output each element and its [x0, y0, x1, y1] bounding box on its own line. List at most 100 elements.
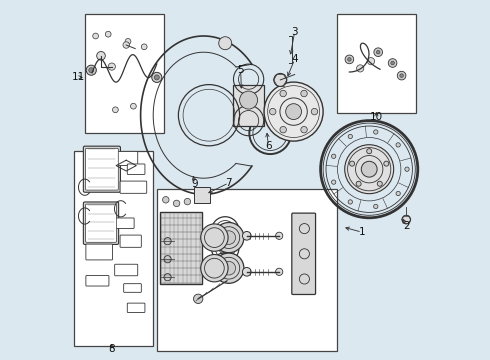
Circle shape: [332, 180, 336, 184]
FancyBboxPatch shape: [120, 181, 147, 193]
Circle shape: [163, 197, 169, 203]
FancyBboxPatch shape: [83, 146, 121, 192]
Circle shape: [405, 167, 409, 171]
Circle shape: [219, 260, 231, 273]
FancyBboxPatch shape: [127, 164, 145, 174]
Text: 7: 7: [225, 178, 232, 188]
Circle shape: [184, 198, 191, 205]
Circle shape: [396, 191, 400, 195]
Circle shape: [374, 48, 383, 57]
Circle shape: [301, 126, 307, 133]
Bar: [194, 187, 210, 203]
FancyBboxPatch shape: [86, 244, 113, 260]
Circle shape: [105, 31, 111, 37]
Circle shape: [286, 104, 301, 120]
Text: 1: 1: [359, 227, 366, 237]
Bar: [157, 189, 337, 351]
FancyBboxPatch shape: [83, 202, 119, 244]
Circle shape: [214, 222, 244, 253]
Circle shape: [311, 108, 318, 115]
Circle shape: [194, 294, 203, 303]
Circle shape: [164, 274, 171, 281]
Circle shape: [201, 255, 228, 282]
Circle shape: [243, 267, 251, 276]
Circle shape: [349, 161, 355, 166]
Bar: [160, 212, 202, 284]
Circle shape: [274, 73, 287, 86]
Circle shape: [396, 143, 400, 147]
Text: 2: 2: [403, 221, 410, 231]
Circle shape: [356, 181, 361, 186]
Circle shape: [141, 44, 147, 50]
Circle shape: [97, 51, 105, 60]
FancyBboxPatch shape: [115, 264, 138, 276]
Circle shape: [397, 71, 406, 80]
Text: 11: 11: [72, 72, 85, 82]
FancyBboxPatch shape: [127, 303, 145, 312]
FancyBboxPatch shape: [292, 213, 316, 294]
Circle shape: [391, 61, 394, 65]
Circle shape: [361, 161, 377, 177]
Circle shape: [123, 42, 129, 48]
Circle shape: [173, 200, 180, 207]
Text: 4: 4: [292, 54, 298, 64]
FancyBboxPatch shape: [120, 235, 141, 247]
Text: 10: 10: [370, 112, 383, 122]
Bar: [74, 151, 153, 346]
Circle shape: [368, 58, 374, 65]
Circle shape: [384, 161, 389, 166]
Circle shape: [367, 149, 372, 154]
Circle shape: [201, 224, 228, 251]
Circle shape: [275, 268, 283, 275]
FancyBboxPatch shape: [86, 148, 118, 190]
Circle shape: [93, 33, 98, 39]
Circle shape: [243, 231, 251, 240]
Circle shape: [348, 134, 352, 139]
Circle shape: [214, 253, 244, 283]
Circle shape: [219, 37, 232, 50]
Circle shape: [130, 103, 136, 109]
Text: 8: 8: [108, 344, 115, 354]
Circle shape: [219, 242, 231, 255]
Circle shape: [125, 39, 131, 44]
Text: 6: 6: [265, 141, 272, 151]
Circle shape: [388, 59, 397, 67]
Circle shape: [280, 90, 286, 97]
Circle shape: [376, 50, 380, 54]
Circle shape: [280, 126, 286, 133]
Circle shape: [222, 261, 236, 275]
Circle shape: [345, 145, 393, 194]
Circle shape: [264, 82, 323, 141]
FancyBboxPatch shape: [123, 284, 141, 292]
FancyBboxPatch shape: [86, 276, 109, 286]
FancyBboxPatch shape: [115, 218, 134, 229]
Circle shape: [154, 75, 159, 80]
Circle shape: [373, 130, 378, 134]
Circle shape: [301, 90, 307, 97]
Circle shape: [275, 232, 283, 239]
Circle shape: [377, 181, 382, 186]
Circle shape: [357, 65, 364, 72]
Circle shape: [373, 204, 378, 208]
Circle shape: [332, 154, 336, 158]
Circle shape: [400, 74, 403, 77]
Circle shape: [164, 238, 171, 245]
Circle shape: [240, 91, 258, 109]
FancyBboxPatch shape: [86, 204, 117, 242]
Circle shape: [89, 68, 94, 73]
FancyBboxPatch shape: [115, 151, 138, 165]
Bar: [85, 14, 164, 133]
Circle shape: [113, 107, 118, 113]
Circle shape: [219, 224, 231, 237]
Circle shape: [86, 65, 97, 75]
Circle shape: [108, 63, 116, 70]
Circle shape: [270, 108, 276, 115]
Bar: [233, 85, 264, 126]
Circle shape: [348, 200, 352, 204]
Text: 9: 9: [191, 179, 198, 189]
Circle shape: [402, 215, 411, 224]
Text: 3: 3: [292, 27, 298, 37]
Bar: [337, 14, 416, 113]
Circle shape: [222, 231, 236, 244]
Text: 5: 5: [237, 65, 244, 75]
